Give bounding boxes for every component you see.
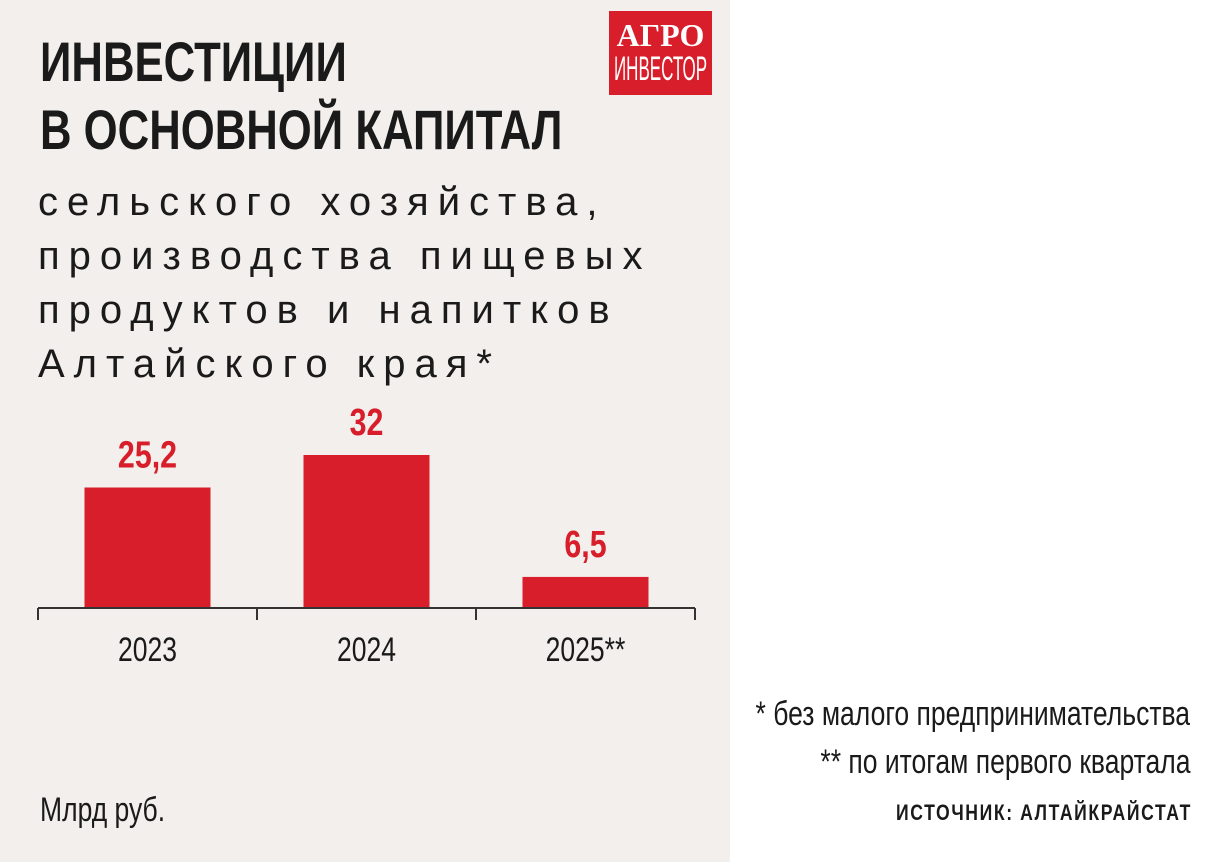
bar-2025** bbox=[522, 576, 649, 608]
x-tick-label: 2025** bbox=[546, 631, 626, 669]
x-tick-label: 2023 bbox=[118, 631, 177, 669]
chart-title-line-2: В ОСНОВНОЙ КАПИТАЛ bbox=[40, 98, 563, 161]
chart-title-line-1: ИНВЕСТИЦИИ bbox=[40, 30, 347, 93]
value-label: 6,5 bbox=[564, 524, 606, 566]
logo-line-2: ИНВЕСТОР bbox=[613, 50, 708, 88]
bar-chart: 25,2 2023 32 2024 6,5 2025** bbox=[37, 402, 696, 669]
infographic-panel bbox=[0, 0, 730, 862]
x-tick-label: 2024 bbox=[337, 631, 396, 669]
agroinvestor-logo: АГРО ИНВЕСТОР bbox=[609, 11, 712, 95]
bar-2023 bbox=[84, 487, 211, 608]
subtitle-line-3: продуктов и напитков bbox=[38, 288, 619, 332]
value-label: 25,2 bbox=[118, 434, 177, 476]
subtitle-line-2: производства пищевых bbox=[38, 234, 652, 278]
subtitle-line-1: сельского хозяйства, bbox=[38, 180, 607, 224]
footnote-1: * без малого предпринимательства bbox=[755, 695, 1190, 733]
logo-line-1: АГРО bbox=[616, 17, 705, 53]
bar-2024 bbox=[303, 455, 430, 608]
footnote-2: ** по итогам первого квартала bbox=[819, 743, 1190, 781]
unit-label: Млрд руб. bbox=[40, 791, 166, 829]
subtitle-line-4: Алтайского края* bbox=[38, 342, 501, 386]
source-label: ИСТОЧНИК: АЛТАЙКРАЙСТАТ bbox=[895, 800, 1192, 825]
value-label: 32 bbox=[350, 402, 384, 444]
